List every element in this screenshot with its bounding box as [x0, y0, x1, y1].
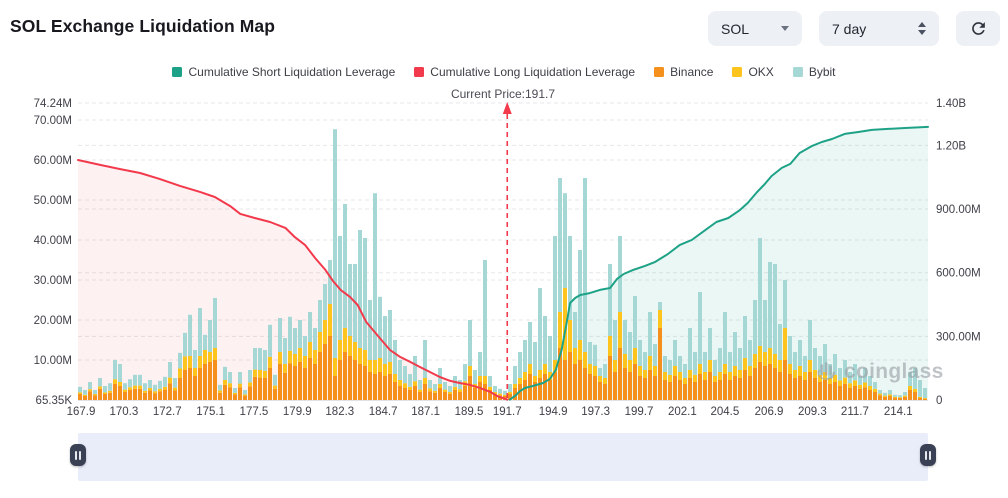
- legend-item[interactable]: OKX: [732, 65, 774, 79]
- chart-range-navigator[interactable]: [70, 433, 936, 481]
- svg-text:177.5: 177.5: [240, 406, 269, 418]
- svg-text:184.7: 184.7: [369, 406, 398, 418]
- legend-swatch: [792, 67, 803, 77]
- legend-label: Cumulative Long Liquidation Leverage: [430, 65, 636, 79]
- navigator-handle-left[interactable]: [70, 444, 86, 466]
- svg-text:214.1: 214.1: [884, 406, 913, 418]
- current-price-label: Current Price:191.7: [450, 87, 556, 101]
- legend-item[interactable]: Cumulative Long Liquidation Leverage: [414, 65, 635, 79]
- svg-text:197.3: 197.3: [581, 406, 610, 418]
- svg-text:191.7: 191.7: [493, 406, 522, 418]
- refresh-button[interactable]: [956, 11, 1000, 46]
- svg-text:30.00M: 30.00M: [34, 275, 72, 287]
- svg-text:300.00M: 300.00M: [936, 331, 981, 343]
- svg-text:194.9: 194.9: [539, 406, 568, 418]
- legend-item[interactable]: Binance: [654, 65, 713, 79]
- svg-text:211.7: 211.7: [841, 406, 869, 418]
- svg-text:0: 0: [936, 395, 942, 407]
- svg-text:1.40B: 1.40B: [936, 98, 966, 110]
- chart-legend: Cumulative Short Liquidation Leverage Cum…: [0, 65, 1008, 79]
- svg-text:600.00M: 600.00M: [936, 268, 981, 280]
- svg-text:206.9: 206.9: [755, 406, 784, 418]
- svg-text:50.00M: 50.00M: [34, 195, 72, 207]
- legend-swatch: [732, 67, 743, 77]
- spinner-icon: [918, 22, 926, 35]
- toolbar: SOL 7 day: [708, 11, 1000, 46]
- timeframe-select[interactable]: 7 day: [819, 11, 939, 46]
- page-title: SOL Exchange Liquidation Map: [10, 16, 276, 36]
- svg-text:167.9: 167.9: [67, 406, 96, 418]
- legend-label: Binance: [670, 65, 714, 79]
- svg-text:199.7: 199.7: [625, 406, 654, 418]
- liquidation-chart[interactable]: 65.35K 10.00M 20.00M 30.00M 40.00M 50.00M 60.0…: [0, 0, 1008, 430]
- svg-text:172.7: 172.7: [153, 406, 182, 418]
- legend-label: Cumulative Short Liquidation Leverage: [188, 65, 396, 79]
- svg-text:179.9: 179.9: [283, 406, 312, 418]
- svg-text:189.5: 189.5: [455, 406, 484, 418]
- timeframe-select-value: 7 day: [832, 20, 867, 37]
- symbol-select-value: SOL: [721, 20, 750, 37]
- legend-label: Bybit: [808, 65, 836, 79]
- svg-text:40.00M: 40.00M: [34, 235, 72, 247]
- legend-item[interactable]: Cumulative Short Liquidation Leverage: [172, 65, 395, 79]
- svg-text:202.1: 202.1: [668, 406, 697, 418]
- legend-label: OKX: [748, 65, 774, 79]
- svg-text:65.35K: 65.35K: [36, 395, 73, 407]
- symbol-select[interactable]: SOL: [708, 11, 802, 46]
- svg-text:900.00M: 900.00M: [936, 204, 981, 216]
- legend-swatch: [414, 67, 425, 77]
- legend-item[interactable]: Bybit: [792, 65, 836, 79]
- legend-swatch: [172, 67, 183, 77]
- svg-text:70.00M: 70.00M: [34, 115, 72, 127]
- svg-text:74.24M: 74.24M: [34, 98, 72, 110]
- svg-text:175.1: 175.1: [196, 406, 225, 418]
- svg-text:1.20B: 1.20B: [936, 140, 966, 152]
- chevron-down-icon: [781, 26, 789, 31]
- svg-text:204.5: 204.5: [710, 406, 739, 418]
- legend-swatch: [654, 67, 665, 77]
- svg-text:187.1: 187.1: [411, 406, 440, 418]
- svg-text:60.00M: 60.00M: [34, 155, 72, 167]
- svg-text:10.00M: 10.00M: [34, 355, 72, 367]
- svg-text:209.3: 209.3: [798, 406, 827, 418]
- navigator-handle-right[interactable]: [920, 444, 936, 466]
- svg-text:182.3: 182.3: [325, 406, 354, 418]
- svg-text:170.3: 170.3: [110, 406, 139, 418]
- svg-text:20.00M: 20.00M: [34, 315, 72, 327]
